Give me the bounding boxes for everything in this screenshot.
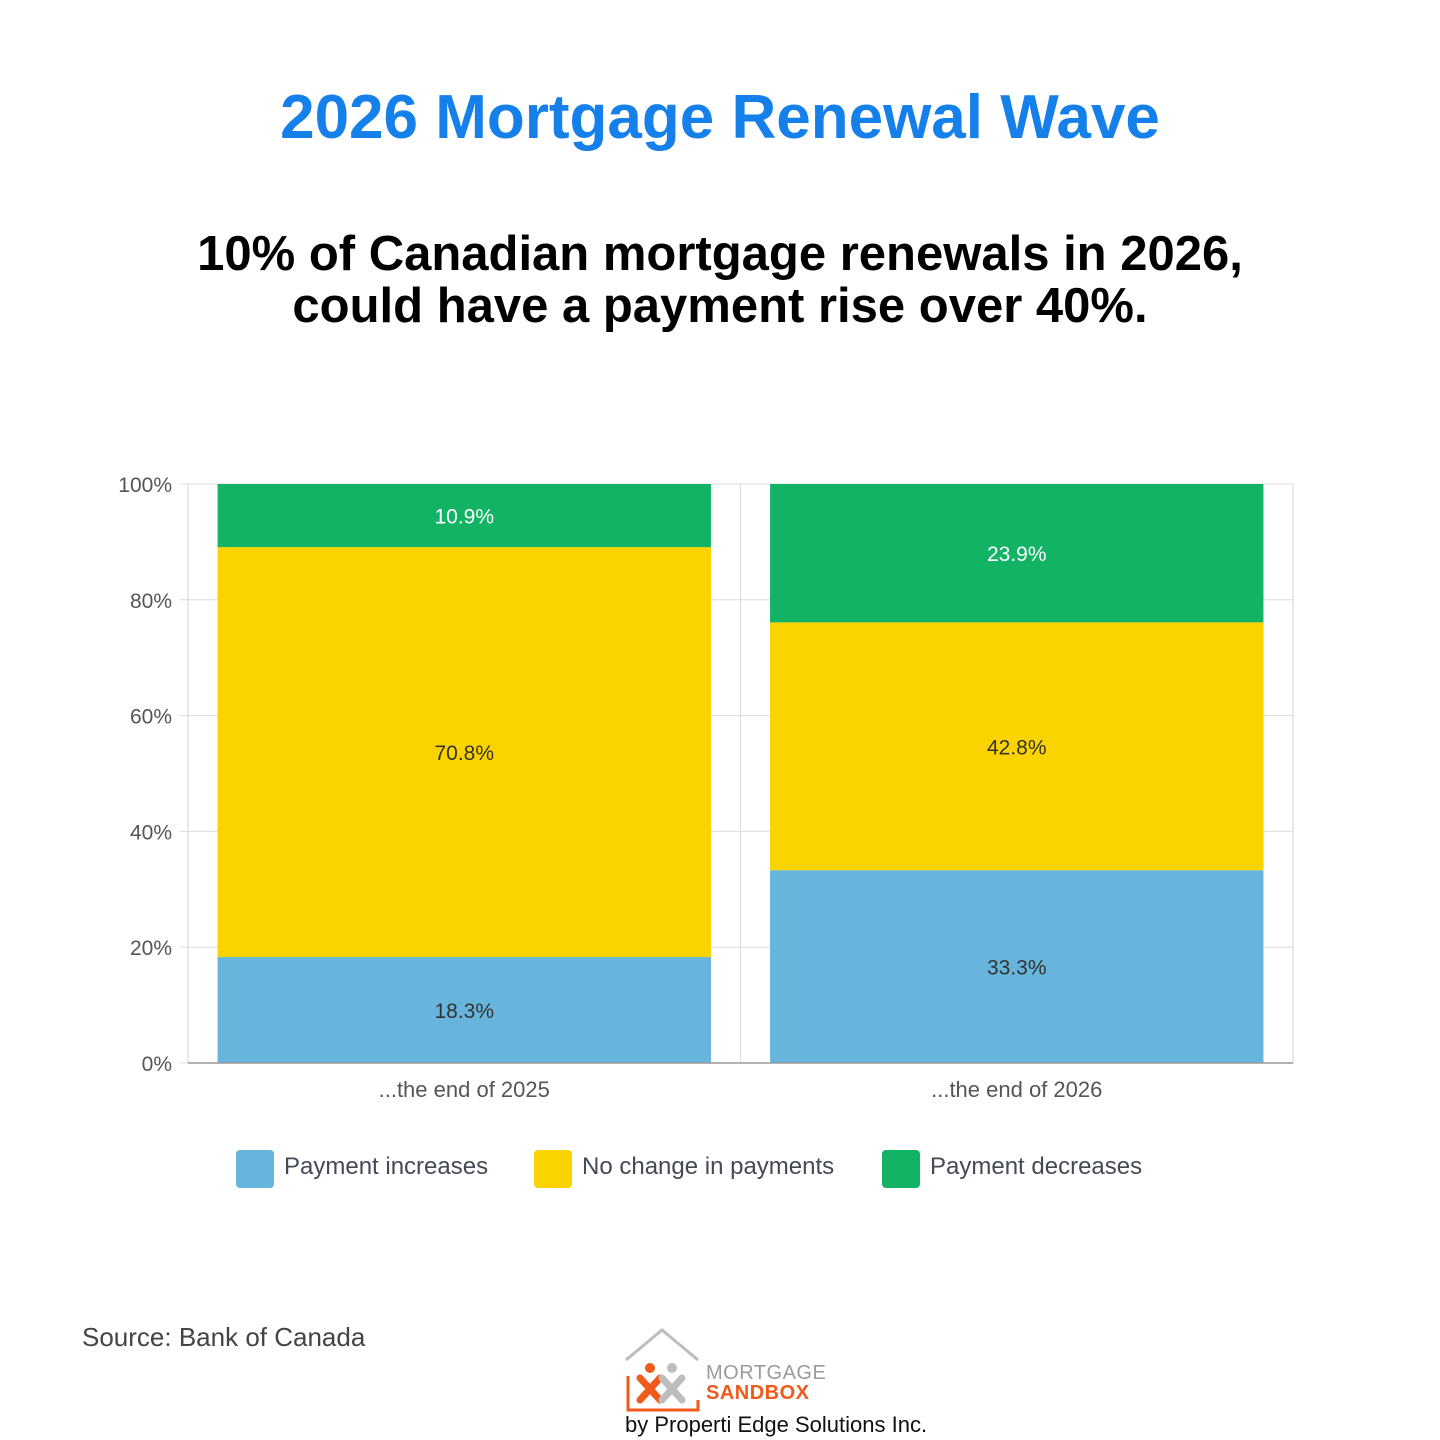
y-tick-label: 80% xyxy=(130,590,172,613)
legend-swatch xyxy=(882,1150,920,1188)
bar-segment xyxy=(770,622,1264,871)
y-tick-label: 40% xyxy=(130,821,172,844)
source-note: Source: Bank of Canada xyxy=(82,1322,366,1352)
y-tick-label: 60% xyxy=(130,706,172,729)
y-tick-label: 0% xyxy=(142,1053,172,1076)
data-label: 18.3% xyxy=(434,1000,494,1023)
page-subtitle: 10% of Canadian mortgage renewals in 202… xyxy=(0,228,1440,332)
y-tick-label: 20% xyxy=(130,937,172,960)
bar-segment xyxy=(217,957,711,1063)
legend-swatch xyxy=(534,1150,572,1188)
subtitle-line-2: could have a payment rise over 40%. xyxy=(292,279,1148,333)
logo-wordmark-mortgage: MORTGAGE xyxy=(706,1362,827,1384)
legend-label: Payment increases xyxy=(284,1153,489,1180)
y-tick-label: 100% xyxy=(118,474,172,497)
stacked-bar-chart: 0% 20% 40% 60% 80% 100% 18.3% 70.8% 10.9% ...the … xyxy=(118,474,1294,1102)
data-label: 10.9% xyxy=(434,506,494,529)
logo-wordmark-sandbox: SANDBOX xyxy=(706,1382,810,1404)
house-logo-icon xyxy=(625,1328,700,1412)
legend-label: No change in payments xyxy=(582,1153,835,1180)
legend-swatch xyxy=(236,1150,274,1188)
logo-byline: by Properti Edge Solutions Inc. xyxy=(625,1412,928,1437)
chart-legend: Payment increases No change in payments Pa… xyxy=(0,1148,1440,1192)
x-tick-label: ...the end of 2026 xyxy=(931,1077,1102,1102)
data-label: 23.9% xyxy=(987,543,1047,566)
bar-segment xyxy=(770,870,1264,1063)
data-label: 33.3% xyxy=(987,957,1047,980)
bar-segment xyxy=(217,547,711,958)
subtitle-line-1: 10% of Canadian mortgage renewals in 202… xyxy=(197,227,1243,281)
data-label: 42.8% xyxy=(987,736,1047,759)
page-title: 2026 Mortgage Renewal Wave xyxy=(280,83,1160,152)
data-label: 70.8% xyxy=(434,742,494,765)
company-logo: MORTGAGE SANDBOX by Properti Edge Soluti… xyxy=(620,1326,940,1440)
legend-label: Payment decreases xyxy=(930,1153,1143,1180)
bar-segment xyxy=(217,484,711,548)
bar-segment xyxy=(770,484,1264,623)
x-tick-label: ...the end of 2025 xyxy=(379,1077,550,1102)
